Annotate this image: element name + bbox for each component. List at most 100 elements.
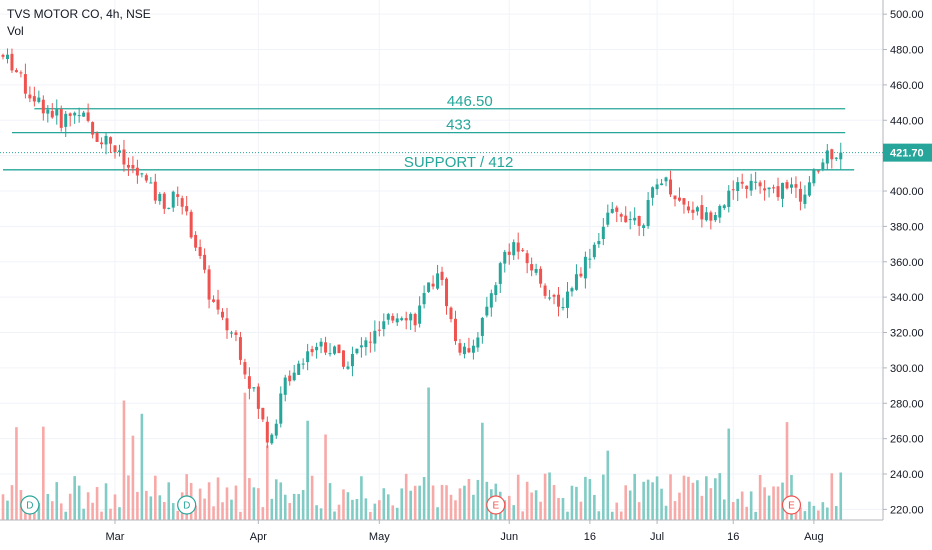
volume-bar [10,485,14,520]
candle-body [754,181,758,183]
volume-bar [485,481,489,520]
candle-body [247,376,251,389]
volume-bar [283,494,287,520]
last-price-badge [883,143,932,162]
candle-body [794,184,798,188]
volume-bar [162,501,166,520]
volume-bar [59,503,63,520]
candle-body [265,421,269,443]
candle-body [436,273,440,289]
candle-body [373,330,377,344]
candle-body [23,74,27,94]
symbol-title[interactable]: TVS MOTOR CO, 4h, NSE [7,7,151,21]
volume-bar [176,510,180,520]
candle-body [46,109,50,114]
dividend-marker-icon[interactable] [20,495,40,515]
volume-bar [203,498,206,520]
marker-label: D [183,501,190,512]
volume-bar [642,481,645,520]
candle-body [561,307,565,309]
volume-bar [718,473,722,520]
earnings-marker-icon[interactable] [781,495,802,515]
candle-body [525,253,529,264]
candle-body [718,205,722,218]
volume-bar [292,493,296,520]
volume-bar [628,490,632,520]
candle-body [203,254,207,270]
candle-body [10,53,14,71]
candle-body [713,214,717,221]
volume-bar [118,507,121,520]
candle-body [377,329,381,331]
candle-body [807,182,811,196]
candle-body [704,212,708,221]
volume-bars [1,387,843,520]
volume-bar [337,504,341,520]
volume-bar [319,508,323,520]
volume-bar [669,474,672,520]
candle-body [86,112,90,121]
candle-body [319,341,323,347]
price-tick-label: 440.00 [890,115,924,127]
candle-body [59,108,63,128]
candle-body [95,133,99,142]
price-tick-label: 340.00 [890,292,924,304]
volume-bar [131,435,135,520]
volume-bar [239,511,242,520]
candle-body [458,343,462,353]
candle-body [449,307,453,320]
volume-bar [324,434,327,520]
candle-body [539,268,543,284]
time-axis[interactable]: Mar Apr May Jun 16 Jul 16 Aug [106,520,824,543]
volume-bar [270,498,274,520]
volume-bar [369,511,372,520]
price-tick-label: 480.00 [890,45,924,57]
candle-body [727,190,731,207]
price-tick-label: 300.00 [890,363,924,375]
candle-body [315,346,319,351]
chart-grid [0,0,883,520]
candle-body [467,348,471,353]
volume-indicator-label[interactable]: Vol [7,24,24,38]
candle-body [534,269,538,273]
volume-bar [73,476,76,520]
candle-body [445,278,449,307]
candle-body [158,194,162,202]
marker-label: E [492,501,499,512]
volume-bar [651,482,654,520]
last-price-label: 421.70 [890,148,924,160]
volume-bar [55,482,59,520]
price-tick-label: 460.00 [890,80,924,92]
candle-body [324,342,328,353]
earnings-marker-icon[interactable] [486,495,506,515]
volume-bar [539,501,542,520]
candle-body [489,293,493,308]
volume-bar [624,485,628,520]
volume-bar [351,499,354,520]
candle-body [283,377,287,395]
candle-body [507,251,511,255]
volume-bar [767,495,771,520]
dividend-marker-icon[interactable] [177,495,197,515]
volume-bar [15,427,18,520]
volume-bar [221,502,224,520]
candle-body [677,197,681,201]
candle-body [274,423,278,436]
volume-bar [575,486,578,520]
candle-body [382,321,386,330]
volume-bar [503,500,507,520]
candle-body [758,182,762,187]
candle-body [261,407,265,420]
candle-body [557,294,561,307]
volume-bar [279,482,283,520]
volume-bar [445,485,448,520]
candle-body [77,115,81,117]
horizontal-levels[interactable]: 446.50 433 SUPPORT / 412 [3,93,855,171]
volume-bar [812,505,816,520]
volume-bar [570,485,574,520]
volume-bar [682,475,686,520]
volume-bar [709,488,713,520]
price-axis[interactable]: 500.00480.00460.00440.00420.00400.00380.… [883,9,924,516]
